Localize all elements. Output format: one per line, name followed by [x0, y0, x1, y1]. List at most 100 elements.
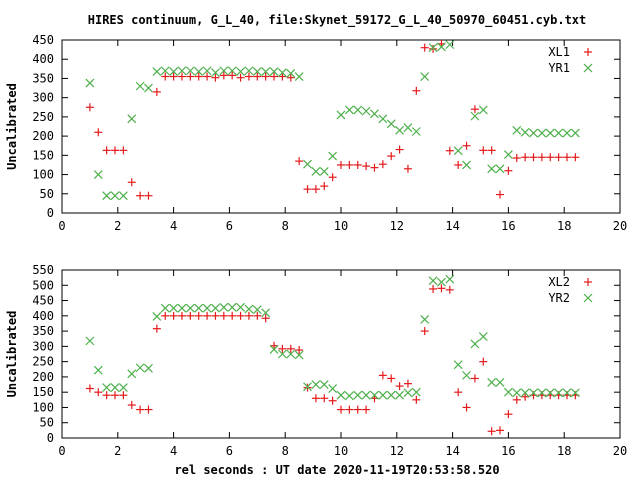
- x-tick-label: 2: [114, 444, 121, 458]
- data-point: [437, 277, 446, 287]
- data-point: [135, 363, 145, 373]
- data-point: [562, 153, 571, 162]
- x-tick-label: 14: [445, 219, 459, 233]
- data-point: [152, 67, 162, 76]
- data-point: [395, 390, 405, 400]
- data-point: [194, 311, 203, 320]
- legend-marker: [584, 278, 592, 286]
- data-point: [437, 284, 446, 293]
- data-point: [203, 72, 212, 81]
- series-yr2: [85, 274, 580, 401]
- data-point: [270, 72, 279, 81]
- data-point: [487, 146, 496, 155]
- data-point: [403, 388, 413, 398]
- data-point: [93, 365, 103, 375]
- data-point: [470, 111, 480, 121]
- data-point: [420, 315, 430, 324]
- data-point: [353, 105, 363, 115]
- data-point: [537, 388, 547, 398]
- data-point: [344, 105, 354, 115]
- data-point: [445, 285, 454, 294]
- data-point: [562, 388, 572, 398]
- data-point: [362, 162, 371, 171]
- data-point: [202, 66, 212, 76]
- data-point: [177, 303, 187, 313]
- data-point: [110, 383, 120, 393]
- data-point: [361, 390, 371, 400]
- series-yr1: [85, 40, 580, 201]
- data-point: [504, 166, 513, 175]
- data-point: [286, 73, 295, 82]
- data-point: [554, 388, 564, 398]
- data-point: [387, 152, 396, 161]
- data-point: [337, 405, 345, 414]
- data-point: [420, 327, 429, 336]
- y-tick-label: 150: [32, 148, 54, 162]
- data-point: [303, 185, 312, 194]
- data-point: [253, 311, 262, 320]
- data-point: [478, 105, 488, 115]
- data-point: [370, 109, 379, 119]
- data-point: [277, 349, 287, 359]
- data-point: [185, 303, 195, 313]
- legend-label: YR1: [548, 61, 570, 75]
- legend-marker: [584, 48, 592, 56]
- data-point: [236, 67, 245, 76]
- data-point: [378, 114, 388, 124]
- data-point: [144, 191, 153, 200]
- data-point: [496, 426, 505, 435]
- y-tick-label: 450: [32, 33, 54, 47]
- data-point: [386, 390, 396, 400]
- data-point: [403, 379, 412, 388]
- data-point: [294, 72, 304, 81]
- data-point: [571, 153, 580, 162]
- data-point: [152, 324, 161, 333]
- data-point: [118, 383, 128, 393]
- data-point: [554, 128, 564, 138]
- data-point: [169, 303, 179, 313]
- data-point: [495, 377, 505, 387]
- data-point: [344, 391, 354, 401]
- y-tick-label: 200: [32, 370, 54, 384]
- data-point: [127, 369, 137, 379]
- x-tick-label: 10: [334, 219, 348, 233]
- panel-1: 0 2 4 6 8 10 12 14 16 18 2005010015020025030035040…: [5, 33, 627, 233]
- y-tick-label: 250: [32, 355, 54, 369]
- data-point: [529, 153, 538, 162]
- data-point: [521, 392, 530, 401]
- x-tick-label: 0: [58, 444, 65, 458]
- data-point: [520, 127, 530, 137]
- data-point: [244, 311, 253, 320]
- data-point: [253, 72, 262, 81]
- data-point: [278, 344, 287, 353]
- data-point: [227, 302, 237, 312]
- data-point: [295, 346, 304, 355]
- data-point: [453, 146, 463, 156]
- data-point: [462, 160, 471, 170]
- data-point: [211, 311, 220, 320]
- data-point: [236, 311, 245, 320]
- data-point: [169, 72, 178, 81]
- y-tick-label: 400: [32, 309, 54, 323]
- data-point: [219, 302, 229, 312]
- data-point: [244, 72, 253, 81]
- data-point: [487, 427, 496, 436]
- y-tick-label: 0: [47, 206, 54, 220]
- data-point: [420, 72, 430, 81]
- data-point: [370, 390, 379, 400]
- data-point: [270, 341, 279, 350]
- data-point: [403, 164, 412, 173]
- x-tick-label: 14: [445, 444, 459, 458]
- data-point: [370, 163, 379, 172]
- data-point: [319, 380, 329, 389]
- data-point: [445, 274, 455, 284]
- y-tick-label: 350: [32, 71, 54, 85]
- data-point: [512, 395, 521, 404]
- y-tick-label: 100: [32, 168, 54, 182]
- data-point: [554, 153, 563, 162]
- data-point: [252, 305, 262, 315]
- data-point: [328, 151, 338, 161]
- data-point: [85, 336, 95, 346]
- data-point: [127, 178, 136, 187]
